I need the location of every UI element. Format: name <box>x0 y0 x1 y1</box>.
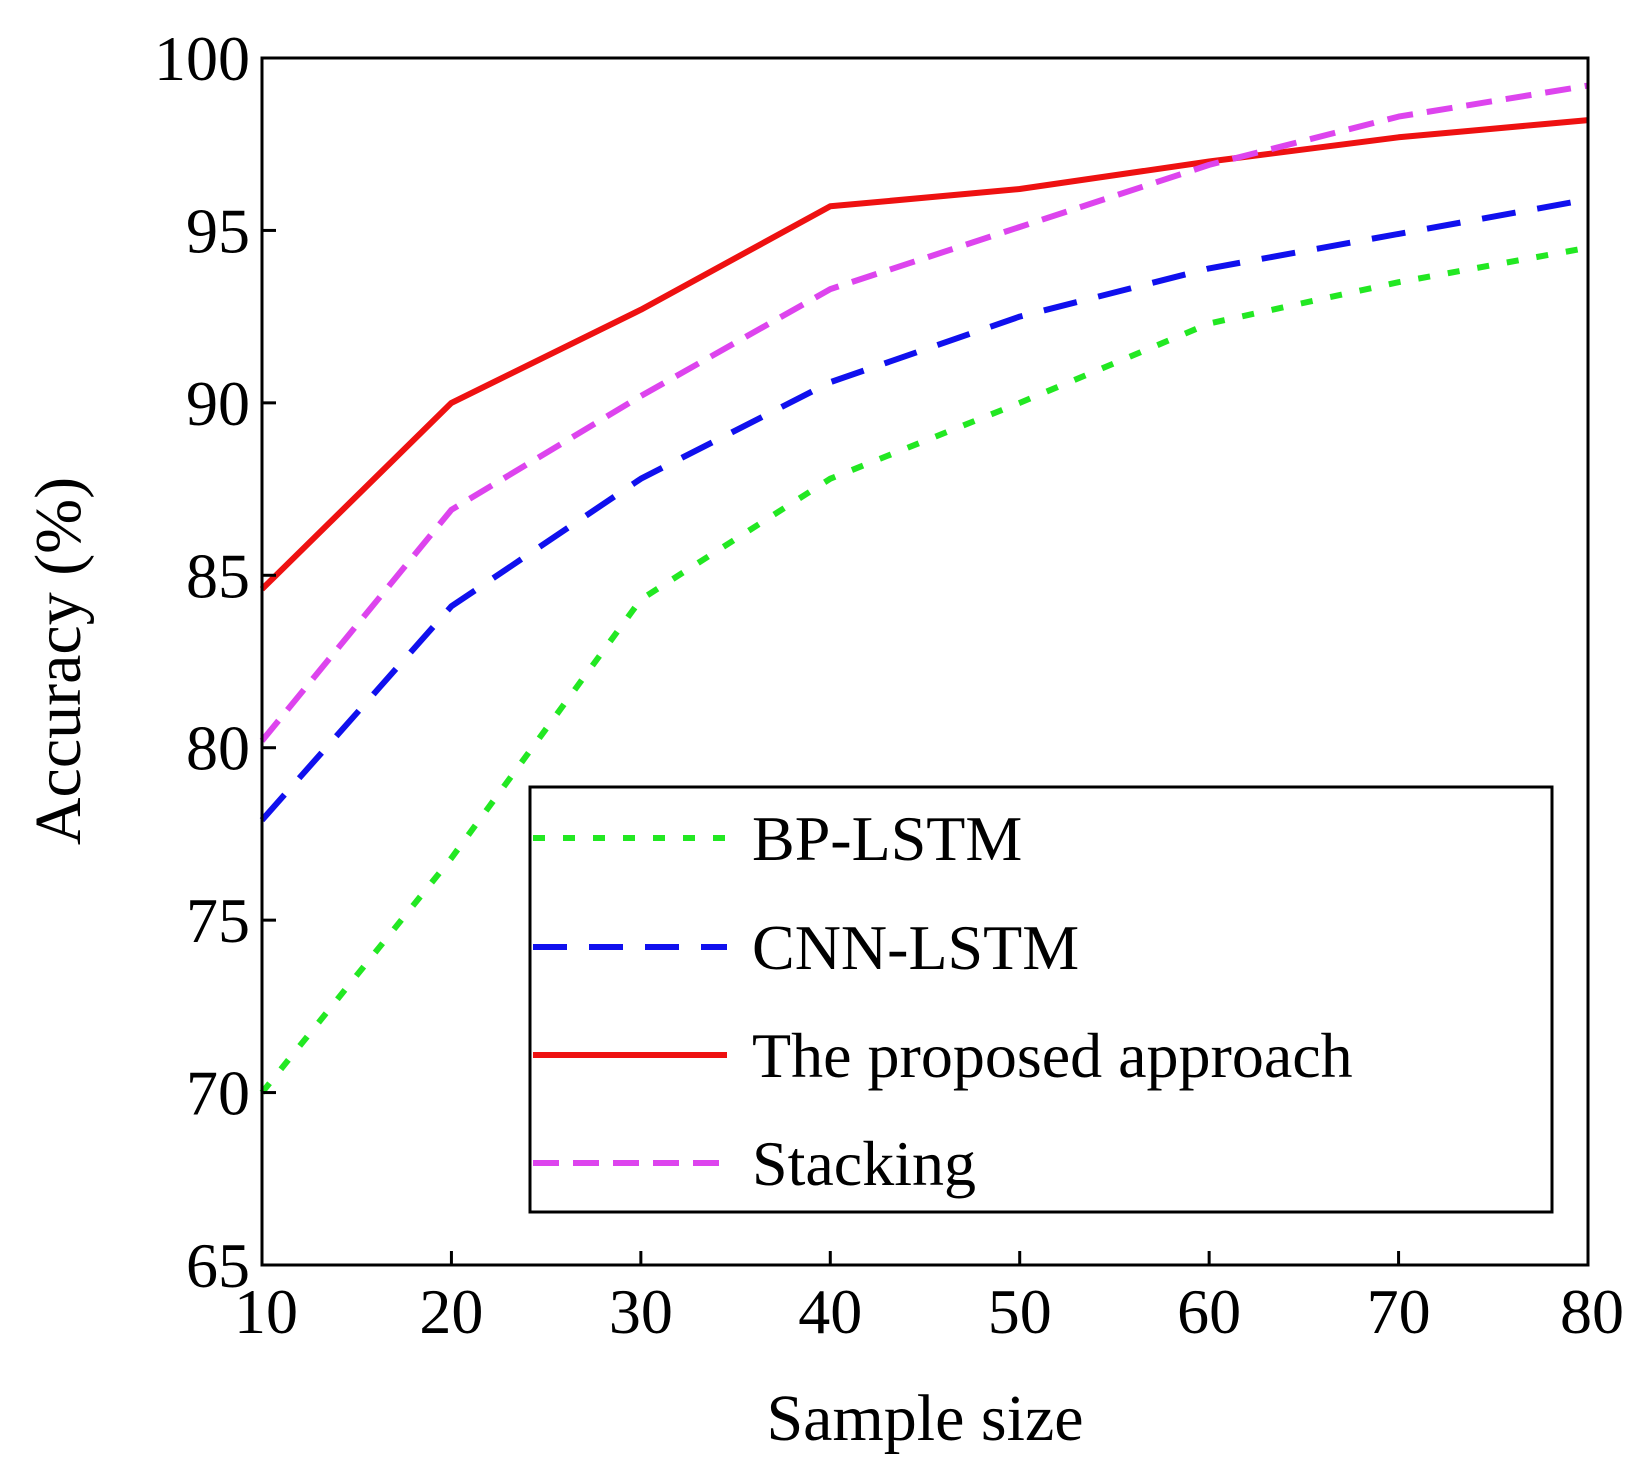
legend-label-stacking: Stacking <box>752 1128 976 1199</box>
plot-area-frame <box>260 56 1590 1267</box>
x-tick-label: 20 <box>419 1276 483 1347</box>
series-line-stacking <box>259 82 1589 743</box>
x-tick-label: 60 <box>1177 1276 1241 1347</box>
legend-label-bp-lstm: BP-LSTM <box>752 803 1022 874</box>
series-line-bp-lstm <box>259 244 1589 1095</box>
y-axis-title: Accuracy (%) <box>22 477 95 845</box>
y-tick-label: 90 <box>186 368 250 439</box>
y-tick-label: 95 <box>186 195 250 266</box>
x-tick-label: 70 <box>1367 1276 1431 1347</box>
series-line-cnn-lstm <box>259 196 1589 823</box>
x-tick-label: 10 <box>234 1276 298 1347</box>
legend: BP-LSTM CNN-LSTM The proposed approach Stac… <box>528 785 1554 1214</box>
x-tick-label: 40 <box>798 1276 862 1347</box>
y-tick-label: 85 <box>186 540 250 611</box>
axis-ticks: 10 20 30 40 50 60 70 80 65 70 75 80 85 90 95 100 <box>154 23 1624 1347</box>
y-tick-label: 100 <box>154 23 250 94</box>
y-tick-label: 80 <box>186 713 250 784</box>
series-layer <box>259 82 1589 1095</box>
legend-label-cnn-lstm: CNN-LSTM <box>752 912 1079 983</box>
y-tick-label: 75 <box>186 885 250 956</box>
x-tick-label: 30 <box>609 1276 673 1347</box>
legend-box <box>528 785 1554 1214</box>
y-tick-label: 70 <box>186 1058 250 1129</box>
legend-label-the-proposed-approach: The proposed approach <box>752 1020 1353 1091</box>
x-tick-label: 80 <box>1560 1276 1624 1347</box>
x-axis-title: Sample size <box>766 1382 1083 1455</box>
series-line-the-proposed-approach <box>259 117 1589 592</box>
y-tick-label: 65 <box>186 1230 250 1301</box>
x-tick-label: 50 <box>988 1276 1052 1347</box>
